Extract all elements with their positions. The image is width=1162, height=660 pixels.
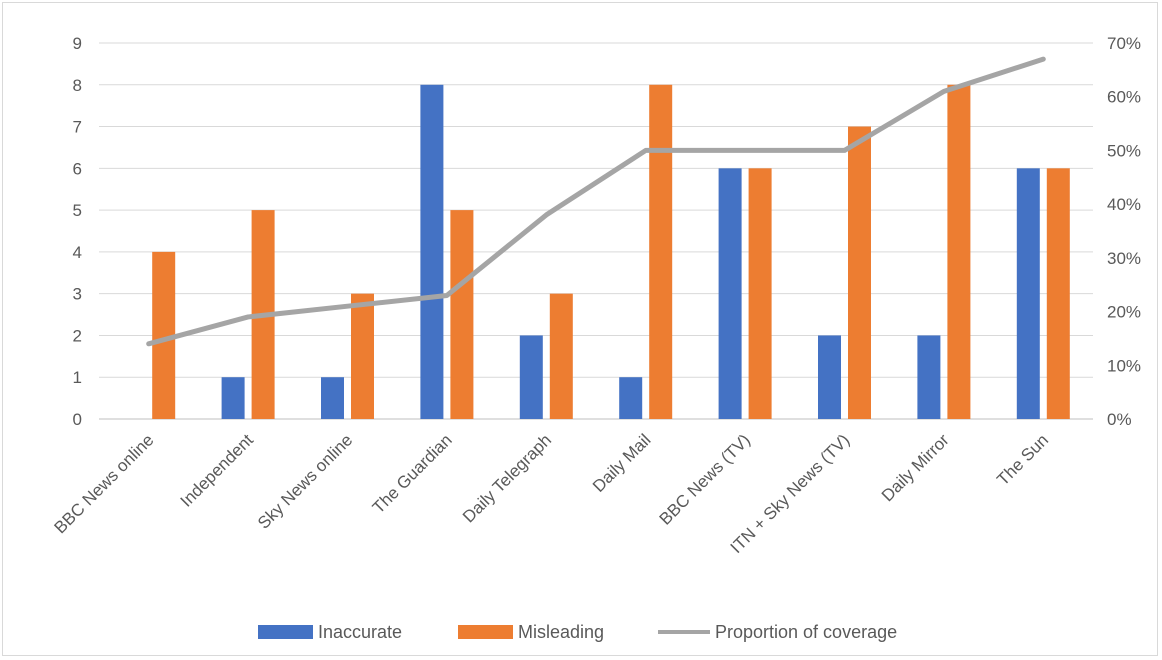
y-left-tick-label: 3 xyxy=(73,285,82,304)
y-left-tick-label: 6 xyxy=(73,159,82,178)
x-category-label: Daily Telegraph xyxy=(459,430,555,526)
y-right-tick-label: 10% xyxy=(1107,356,1141,375)
bar-inaccurate xyxy=(321,377,344,419)
bar-inaccurate xyxy=(718,168,742,419)
bar-misleading xyxy=(450,210,474,419)
x-category-label: Daily Mail xyxy=(589,430,655,496)
bar-inaccurate xyxy=(221,377,245,419)
legend-swatch-inaccurate xyxy=(258,625,313,639)
bar-misleading xyxy=(152,251,176,419)
y-left-tick-label: 9 xyxy=(73,34,82,53)
y-right-tick-label: 50% xyxy=(1107,141,1141,160)
x-category-label: Daily Mirror xyxy=(878,430,953,505)
x-category-label: BBC News online xyxy=(51,430,158,537)
y-right-tick-label: 0% xyxy=(1107,410,1132,429)
legend: Inaccurate Misleading Proportion of covera… xyxy=(258,622,897,642)
bar-misleading xyxy=(549,293,573,419)
y-axis-left: 0 1 2 3 4 5 6 7 8 9 xyxy=(73,34,82,429)
bar-misleading xyxy=(351,293,374,419)
line-proportion-of-coverage xyxy=(146,56,1046,347)
proportion-line xyxy=(146,56,1046,347)
y-right-tick-label: 70% xyxy=(1107,34,1141,53)
bar-misleading xyxy=(848,126,871,420)
y-left-tick-label: 2 xyxy=(73,326,82,345)
legend-label-inaccurate: Inaccurate xyxy=(318,622,402,642)
legend-label-misleading: Misleading xyxy=(518,622,604,642)
x-category-label: BBC News (TV) xyxy=(656,430,754,528)
y-left-tick-label: 4 xyxy=(73,243,82,262)
y-right-tick-label: 60% xyxy=(1107,88,1141,107)
bar-inaccurate xyxy=(917,335,941,419)
bar-misleading xyxy=(1046,168,1070,419)
bar-inaccurate xyxy=(519,335,543,419)
y-left-tick-label: 0 xyxy=(73,410,82,429)
y-right-tick-label: 20% xyxy=(1107,303,1141,322)
x-category-label: Sky News online xyxy=(254,430,356,532)
bar-inaccurate xyxy=(619,377,643,419)
y-left-tick-label: 8 xyxy=(73,76,82,95)
bar-inaccurate xyxy=(1016,168,1040,419)
y-left-tick-label: 5 xyxy=(73,201,82,220)
x-category-label: Independent xyxy=(177,430,257,510)
legend-swatch-misleading xyxy=(458,625,513,639)
y-axis-right: 0% 10% 20% 30% 40% 50% 60% 70% xyxy=(1107,34,1141,429)
bar-misleading xyxy=(947,84,971,420)
x-category-label: The Sun xyxy=(993,430,1052,489)
y-right-tick-label: 40% xyxy=(1107,195,1141,214)
bar-misleading xyxy=(748,168,772,419)
y-left-tick-label: 7 xyxy=(73,118,82,137)
x-category-label: The Guardian xyxy=(369,430,456,517)
gridlines xyxy=(99,42,1093,420)
bar-inaccurate xyxy=(818,335,841,419)
combo-chart: 0 1 2 3 4 5 6 7 8 9 0% 10% 20% 30% 40% 50% 60% 70% BBC N… xyxy=(51,34,1141,642)
bar-misleading xyxy=(649,84,673,420)
y-left-tick-label: 1 xyxy=(73,368,82,387)
bar-inaccurate xyxy=(420,84,444,420)
legend-label-proportion-of-coverage: Proportion of coverage xyxy=(715,622,897,642)
y-right-tick-label: 30% xyxy=(1107,249,1141,268)
